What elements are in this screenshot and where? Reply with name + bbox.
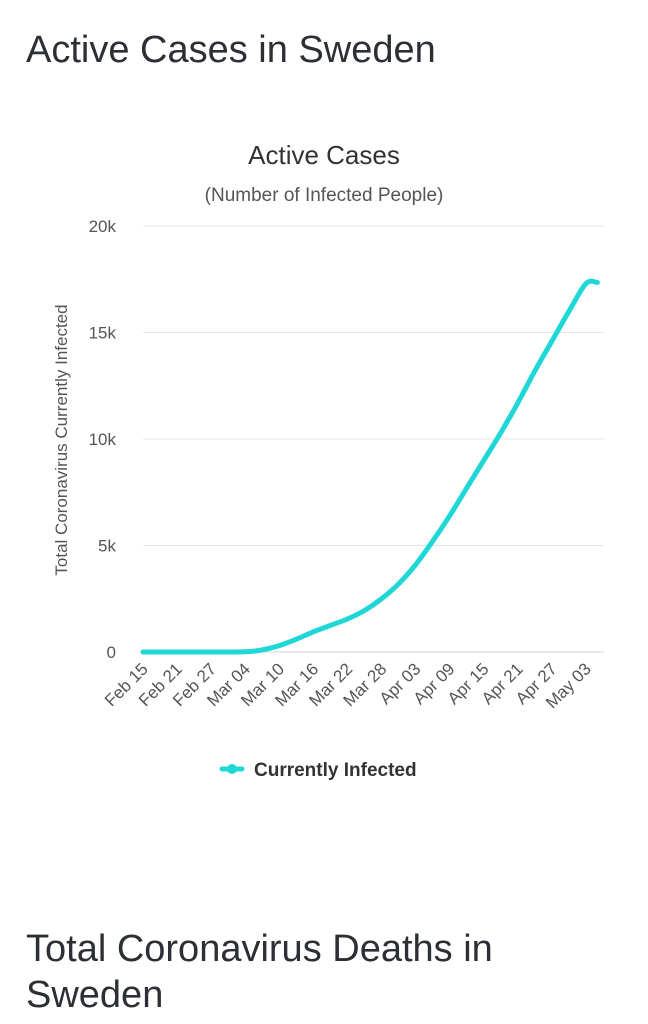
legend-swatch-marker bbox=[227, 764, 237, 774]
y-tick-label: 10k bbox=[89, 430, 117, 449]
chart-title: Active Cases bbox=[248, 140, 400, 170]
gridlines bbox=[143, 225, 604, 653]
legend[interactable]: Currently Infected bbox=[219, 760, 417, 781]
y-tick-label: 15k bbox=[89, 324, 117, 343]
y-axis-ticks: 0 5k 10k 15k 20k bbox=[89, 217, 117, 662]
y-tick-label: 0 bbox=[107, 643, 116, 662]
y-tick-label: 20k bbox=[89, 217, 117, 236]
series-line-currently-infected bbox=[140, 278, 600, 655]
section-title-deaths: Total Coronavirus Deaths in Sweden bbox=[26, 928, 493, 1016]
legend-label-currently-infected: Currently Infected bbox=[254, 760, 417, 781]
page-title: Active Cases in Sweden bbox=[26, 29, 436, 71]
chart-subtitle: (Number of Infected People) bbox=[205, 185, 444, 206]
active-cases-chart: Active Cases (Number of Infected People)… bbox=[52, 140, 604, 781]
y-axis-label: Total Coronavirus Currently Infected bbox=[52, 304, 71, 575]
y-tick-label: 5k bbox=[98, 537, 116, 556]
